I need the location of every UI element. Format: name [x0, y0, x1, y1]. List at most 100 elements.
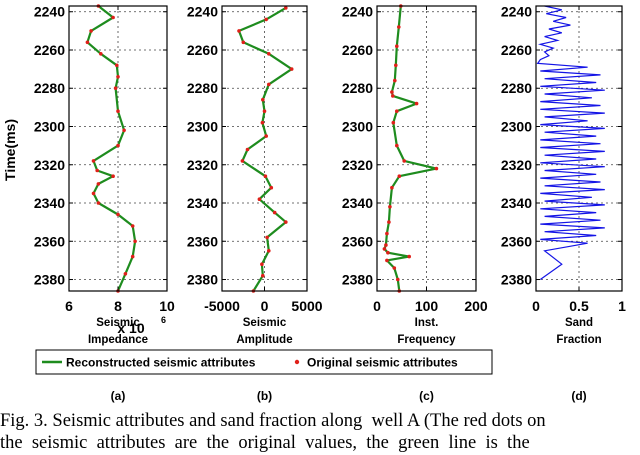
x-axis-title-line-2: Impedance: [88, 334, 148, 346]
tick-label-x: 100: [415, 298, 439, 314]
data-point-original: [392, 266, 397, 270]
tick-label-y: 2260: [342, 42, 373, 58]
tick-label-x: 0: [532, 298, 540, 314]
y-axis-label: Time(ms): [2, 119, 18, 181]
data-point-original: [241, 40, 246, 45]
tick-label-y: 2240: [342, 4, 373, 20]
data-point-original: [95, 168, 99, 173]
panel-label: (b): [257, 389, 272, 403]
panel-label: (c): [419, 389, 434, 403]
data-point-original: [395, 44, 399, 48]
legend-original-label: Original seismic attributes: [307, 356, 458, 370]
data-point-original: [115, 63, 119, 68]
data-point-original: [260, 262, 264, 267]
x-axis-title-line-1: Sand: [565, 317, 593, 329]
data-point-original: [397, 174, 402, 178]
data-point-original: [261, 273, 265, 278]
data-point-original: [116, 75, 120, 79]
data-point-original: [396, 277, 400, 282]
data-point-original: [388, 205, 392, 209]
tick-label-y: 2320: [34, 157, 65, 173]
data-point-original: [272, 210, 277, 215]
caption-line-1: Fig. 3. Seismic attributes and sand frac…: [0, 411, 546, 431]
tick-label-y: 2380: [187, 272, 218, 288]
tick-label-y: 2280: [501, 80, 532, 96]
data-point-original: [130, 254, 135, 259]
data-point-original: [386, 250, 390, 255]
tick-label-y: 2340: [501, 195, 532, 211]
plot-frame: [376, 5, 477, 292]
tick-label-x: 200: [464, 298, 488, 314]
tick-label-y: 2380: [342, 272, 373, 288]
x-axis-title-line-1: Seismic: [243, 317, 287, 329]
data-point-original: [116, 109, 120, 113]
tick-label-y: 2260: [187, 42, 218, 58]
data-point-original: [284, 220, 288, 224]
series-line-reconstructed: [383, 5, 438, 292]
data-point-original: [264, 134, 269, 138]
caption-line-2: the seismic attributes are the original …: [0, 433, 530, 453]
tick-label-y: 2320: [187, 157, 218, 173]
data-point-original: [390, 90, 394, 94]
data-point-original: [387, 220, 391, 224]
tick-label-y: 2240: [34, 4, 65, 20]
data-point-original: [394, 63, 398, 68]
tick-label-y: 2300: [187, 119, 218, 135]
tick-label-y: 2240: [187, 4, 218, 20]
data-point-original: [391, 120, 396, 125]
tick-label-y: 2360: [501, 233, 532, 249]
tick-label-y: 2320: [342, 157, 373, 173]
tick-label-y: 2300: [342, 119, 373, 135]
data-point-original: [267, 52, 271, 56]
data-point-original: [384, 243, 388, 247]
data-point-original: [133, 239, 137, 244]
tick-label-x: 6: [65, 298, 73, 314]
data-point-original: [91, 191, 96, 196]
tick-label-y: 2300: [501, 119, 532, 135]
data-point-original: [111, 15, 115, 20]
series-line-sand-fraction: [536, 5, 605, 280]
tick-label-y: 2360: [34, 233, 65, 249]
tick-label-x: 0: [373, 298, 381, 314]
data-point-original: [269, 185, 274, 190]
tick-label-x: -5000: [204, 298, 240, 314]
panel-b: 2240 2260 2280 2300 2320 2340 2360 2380 -5000 0 50…: [187, 4, 323, 403]
tick-label-y: 2360: [187, 233, 218, 249]
data-point-original: [263, 174, 268, 178]
data-point-original: [91, 159, 96, 163]
data-point-original: [393, 78, 397, 83]
tick-label-x: 0.5: [569, 298, 589, 314]
tick-label-y: 2300: [34, 119, 65, 135]
data-point-original: [116, 212, 120, 217]
data-point-original: [434, 166, 439, 171]
legend: Reconstructed seismic attributes Origina…: [35, 349, 493, 375]
x-axis-title-line-1: Inst.: [415, 317, 439, 329]
tick-label-y: 2240: [501, 4, 532, 20]
x-axis-title-line-2: Frequency: [397, 334, 456, 346]
series-line-reconstructed: [86, 5, 137, 292]
panel-label: (a): [111, 389, 126, 403]
data-point-original: [130, 224, 135, 228]
tick-label-x: 10: [159, 298, 175, 314]
data-point-original: [385, 258, 389, 263]
data-point-original: [391, 94, 395, 98]
data-point-original: [265, 235, 269, 240]
tick-label-y: 2360: [342, 233, 373, 249]
tick-label-y: 2380: [501, 272, 532, 288]
legend-box: [35, 349, 493, 375]
data-point-original: [116, 143, 120, 148]
tick-label-y: 2340: [342, 195, 373, 211]
data-point-original: [385, 231, 389, 236]
tick-label-y: 2280: [342, 80, 373, 96]
tick-label-y: 2340: [34, 195, 65, 211]
plot-frame: [221, 5, 308, 292]
tick-label-x: 8: [114, 298, 122, 314]
tick-label-x: 0: [261, 298, 269, 314]
data-point-original: [284, 6, 288, 10]
x-axis-title-line-2: Fraction: [556, 334, 601, 346]
data-point-original: [89, 29, 93, 33]
data-point-original: [240, 159, 245, 163]
tick-label-y: 2260: [34, 42, 65, 58]
